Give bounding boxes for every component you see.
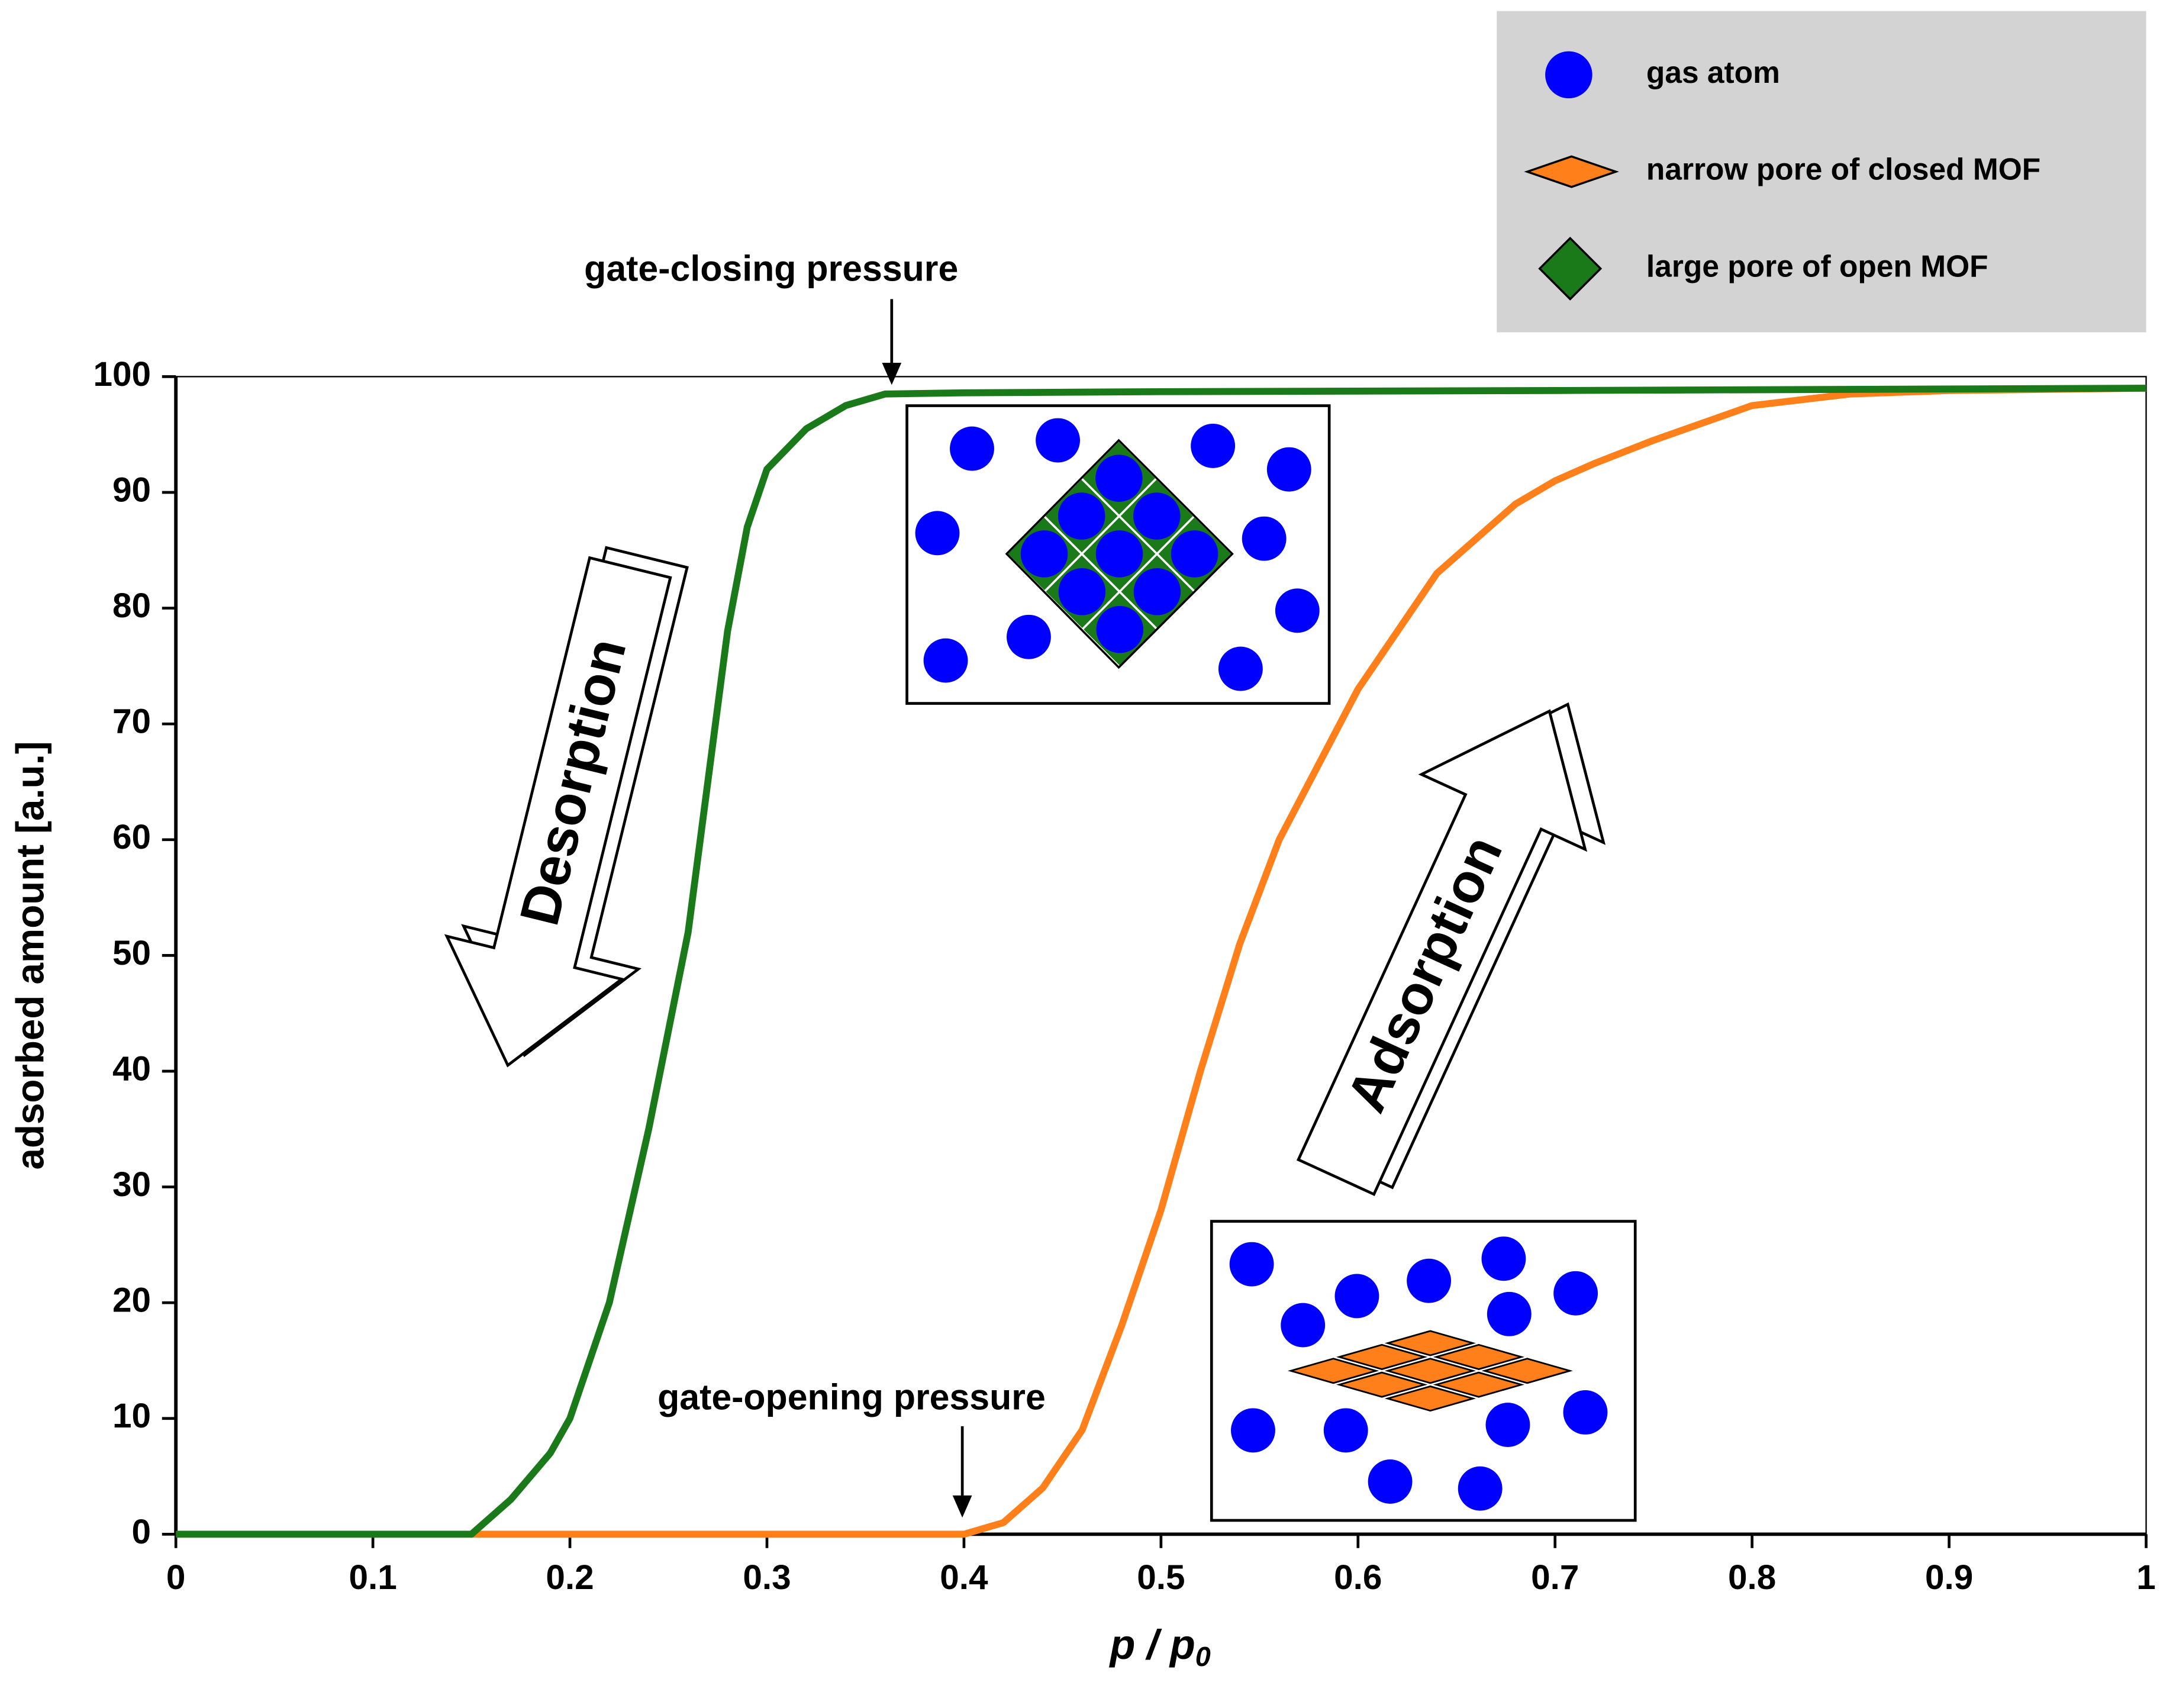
y-tick-label: 70 <box>112 702 151 741</box>
y-tick-label: 30 <box>112 1165 151 1204</box>
gas-atom <box>1096 605 1144 653</box>
gas-atom <box>1218 646 1263 691</box>
narrow-pore-cell <box>1433 1343 1525 1370</box>
large-pore-outline <box>1005 439 1234 669</box>
gas-atom <box>1191 423 1236 468</box>
narrow-pore-cell <box>1336 1343 1428 1370</box>
x-tick-label: 0.1 <box>349 1558 396 1597</box>
process-arrow: Desorption <box>444 546 689 1068</box>
gas-atom <box>915 511 960 556</box>
gas-atom <box>1242 516 1287 561</box>
gas-atom <box>1481 1236 1526 1281</box>
gas-atom <box>1334 1274 1379 1319</box>
process-arrow: Adsorption <box>1296 702 1606 1197</box>
x-axis-label-sub: 0 <box>1195 1641 1211 1672</box>
gas-atom <box>923 638 968 683</box>
x-tick-label: 0.5 <box>1137 1558 1185 1597</box>
x-tick-label: 0.8 <box>1728 1558 1776 1597</box>
x-axis-label-main: p / p <box>1109 1621 1195 1668</box>
narrow-pore-cell <box>1384 1385 1476 1412</box>
legend-label: gas atom <box>1646 55 1780 89</box>
arrow-body <box>444 556 672 1068</box>
gas-atom <box>1323 1408 1368 1453</box>
x-tick-label: 0.4 <box>940 1558 988 1597</box>
inset-closed-mof <box>1210 1220 1637 1522</box>
y-tick-label: 20 <box>112 1281 151 1320</box>
y-tick-label: 90 <box>112 470 151 509</box>
gas-atom <box>1058 492 1105 540</box>
data-line <box>176 385 2146 1538</box>
gas-atom <box>1281 1303 1326 1348</box>
x-tick-label: 0.9 <box>1925 1558 1973 1597</box>
y-tick-label: 10 <box>112 1397 151 1435</box>
inset-open-mof <box>905 404 1331 705</box>
x-tick-label: 0.2 <box>546 1558 594 1597</box>
x-tick-label: 1 <box>2136 1558 2156 1597</box>
gas-atom <box>1171 530 1218 578</box>
y-tick-label: 40 <box>112 1049 151 1088</box>
data-line <box>471 385 2146 1538</box>
gas-atom <box>1458 1466 1503 1511</box>
y-tick-label: 80 <box>112 586 151 625</box>
gas-atom <box>1133 492 1181 540</box>
gas-atom <box>950 426 994 471</box>
gas-atom <box>1133 568 1181 615</box>
narrow-pore-cell <box>1384 1358 1476 1384</box>
gas-atom <box>1485 1403 1530 1447</box>
narrow-pore-cell <box>1336 1371 1428 1398</box>
annotation: gate-closing pressure <box>584 249 958 289</box>
gas-atom <box>1036 418 1080 463</box>
annotation-arrowhead <box>952 1495 972 1518</box>
gas-atom <box>1407 1258 1452 1303</box>
legend-label: narrow pore of closed MOF <box>1646 152 2040 186</box>
annotation-arrowhead <box>882 362 902 385</box>
gas-atom <box>1487 1291 1532 1336</box>
x-tick-label: 0.6 <box>1334 1558 1382 1597</box>
gas-atom <box>1553 1271 1598 1316</box>
narrow-pore-cell <box>1287 1358 1379 1384</box>
gas-atom <box>1266 447 1311 492</box>
annotation: gate-opening pressure <box>657 1377 1046 1417</box>
gas-atom <box>1231 1408 1275 1453</box>
narrow-pore-cell <box>1433 1371 1525 1398</box>
y-tick-label: 50 <box>112 934 151 972</box>
gas-atom <box>1275 588 1320 633</box>
legend-narrow-symbol <box>1524 155 1619 188</box>
legend-label: large pore of open MOF <box>1646 249 1988 283</box>
x-tick-label: 0.7 <box>1531 1558 1579 1597</box>
gas-atom <box>1020 530 1068 578</box>
legend-gas-symbol <box>1545 51 1592 99</box>
gas-atom <box>1229 1242 1274 1287</box>
gas-atom <box>1563 1390 1608 1435</box>
gas-atom <box>1095 530 1143 578</box>
y-axis-label: adsorbed amount [a.u.] <box>9 741 52 1169</box>
x-axis-label: p / p0 <box>1109 1621 1211 1672</box>
x-tick-label: 0.3 <box>743 1558 791 1597</box>
gas-atom <box>1058 568 1106 615</box>
y-tick-label: 0 <box>132 1513 151 1551</box>
gas-atom <box>1368 1459 1413 1504</box>
y-tick-label: 60 <box>112 818 151 856</box>
legend-large-symbol <box>1538 236 1603 301</box>
narrow-pore-cell <box>1481 1358 1573 1384</box>
x-tick-label: 0 <box>166 1558 186 1597</box>
y-tick-label: 100 <box>93 355 151 394</box>
arrow-body <box>1296 709 1588 1197</box>
gas-atom <box>1006 614 1051 659</box>
narrow-pore-cell <box>1384 1330 1476 1356</box>
gas-atom <box>1095 455 1143 502</box>
